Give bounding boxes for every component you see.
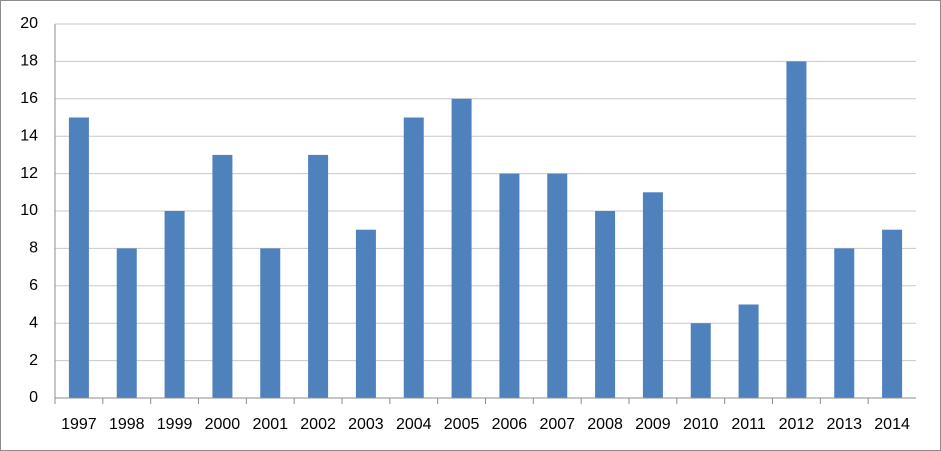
bar bbox=[834, 248, 855, 398]
bar bbox=[116, 248, 137, 398]
y-tick-label: 20 bbox=[20, 15, 38, 32]
y-tick-label: 2 bbox=[29, 352, 38, 369]
bar bbox=[308, 154, 329, 398]
y-tick-label: 16 bbox=[20, 90, 38, 107]
x-tick-label: 2001 bbox=[252, 416, 288, 433]
x-tick-label: 2004 bbox=[396, 416, 432, 433]
x-tick-label: 2013 bbox=[826, 416, 862, 433]
x-tick-label: 2005 bbox=[444, 416, 480, 433]
bar bbox=[499, 173, 520, 398]
bar bbox=[403, 117, 424, 398]
y-tick-label: 14 bbox=[20, 127, 38, 144]
y-tick-label: 10 bbox=[20, 202, 38, 219]
bar bbox=[786, 61, 807, 399]
x-tick-label: 2002 bbox=[300, 416, 336, 433]
x-tick-label: 2003 bbox=[348, 416, 384, 433]
y-tick-label: 8 bbox=[29, 240, 38, 257]
x-tick-label: 1998 bbox=[109, 416, 145, 433]
bar bbox=[355, 229, 376, 398]
bar bbox=[260, 248, 281, 398]
x-tick-label: 2010 bbox=[683, 416, 719, 433]
x-tick-label: 2008 bbox=[587, 416, 623, 433]
bar bbox=[642, 192, 663, 398]
bar bbox=[547, 173, 568, 398]
x-tick-label: 2012 bbox=[779, 416, 815, 433]
y-tick-label: 0 bbox=[29, 389, 38, 406]
y-tick-label: 12 bbox=[20, 165, 38, 182]
x-tick-label: 1999 bbox=[157, 416, 193, 433]
y-tick-label: 4 bbox=[29, 314, 38, 331]
bar bbox=[882, 229, 903, 398]
bar bbox=[738, 304, 759, 398]
bar bbox=[595, 211, 616, 398]
x-tick-label: 2007 bbox=[539, 416, 575, 433]
x-tick-label: 2014 bbox=[874, 416, 910, 433]
bar bbox=[164, 211, 185, 398]
x-tick-label: 1997 bbox=[61, 416, 97, 433]
x-tick-label: 2006 bbox=[492, 416, 528, 433]
y-tick-label: 6 bbox=[29, 277, 38, 294]
bar bbox=[451, 98, 472, 399]
x-tick-label: 2011 bbox=[731, 416, 766, 433]
x-tick-label: 2000 bbox=[205, 416, 241, 433]
bar bbox=[68, 117, 89, 398]
y-tick-label: 18 bbox=[20, 53, 38, 70]
bar bbox=[690, 323, 711, 398]
bar bbox=[212, 154, 233, 398]
x-tick-label: 2009 bbox=[635, 416, 671, 433]
